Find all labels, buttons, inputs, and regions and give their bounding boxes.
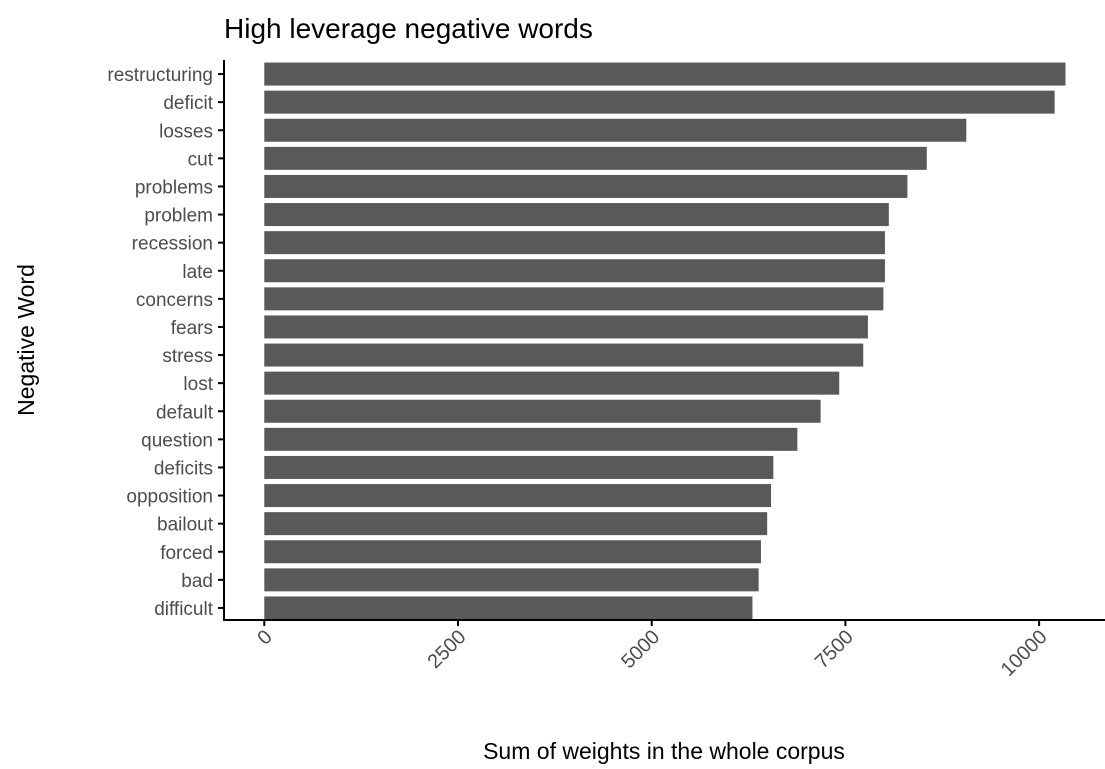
bar-difficult <box>264 596 753 620</box>
bar-concerns <box>264 287 884 311</box>
y-axis-ticks: restructuring deficit losses cut problems pro… <box>107 65 224 620</box>
y-tick-label: recession <box>132 234 213 255</box>
y-tick-label: default <box>156 402 214 423</box>
bar-losses <box>264 118 967 142</box>
bar-bailout <box>264 512 768 536</box>
bar-deficit <box>264 90 1055 114</box>
y-tick-label: stress <box>162 346 213 367</box>
x-axis-title: Sum of weights in the whole corpus <box>483 738 845 764</box>
y-tick-label: problems <box>135 177 213 198</box>
bar-default <box>264 399 821 423</box>
x-axis-ticks: 0 2500 5000 7500 10000 <box>253 620 1052 681</box>
x-tick-label: 2500 <box>424 626 471 673</box>
y-tick-label: opposition <box>126 487 213 508</box>
bar-restructuring <box>264 62 1066 86</box>
y-tick-label: bad <box>181 571 213 592</box>
bar-bad <box>264 568 759 592</box>
y-tick-label: problem <box>144 206 213 227</box>
x-tick-label: 0 <box>253 626 276 649</box>
chart-title: High leverage negative words <box>224 13 593 44</box>
bar-forced <box>264 540 761 564</box>
bar-deficits <box>264 455 774 479</box>
y-tick-label: deficit <box>163 93 213 114</box>
y-tick-label: question <box>141 430 213 451</box>
bar-problem <box>264 203 889 227</box>
y-tick-label: restructuring <box>107 65 213 86</box>
x-tick-label: 7500 <box>811 626 858 673</box>
x-tick-label: 5000 <box>617 626 664 673</box>
y-tick-label: cut <box>188 149 214 170</box>
bar-cut <box>264 146 927 170</box>
y-axis-title: Negative Word <box>13 264 39 416</box>
y-tick-label: losses <box>159 121 213 142</box>
bars-layer <box>264 62 1066 620</box>
x-tick-label: 10000 <box>997 626 1052 681</box>
bar-recession <box>264 231 885 255</box>
bar-fears <box>264 315 868 339</box>
y-tick-label: forced <box>160 543 213 564</box>
bar-lost <box>264 371 840 395</box>
y-tick-label: late <box>182 262 213 283</box>
bar-stress <box>264 343 864 367</box>
y-tick-label: difficult <box>154 599 214 620</box>
y-tick-label: bailout <box>157 515 214 536</box>
y-tick-label: concerns <box>136 290 213 311</box>
bar-opposition <box>264 484 772 508</box>
y-tick-label: deficits <box>154 458 213 479</box>
y-tick-label: fears <box>171 318 213 339</box>
y-tick-label: lost <box>183 374 213 395</box>
bar-problems <box>264 174 908 198</box>
bar-question <box>264 427 798 451</box>
bar-late <box>264 259 885 283</box>
